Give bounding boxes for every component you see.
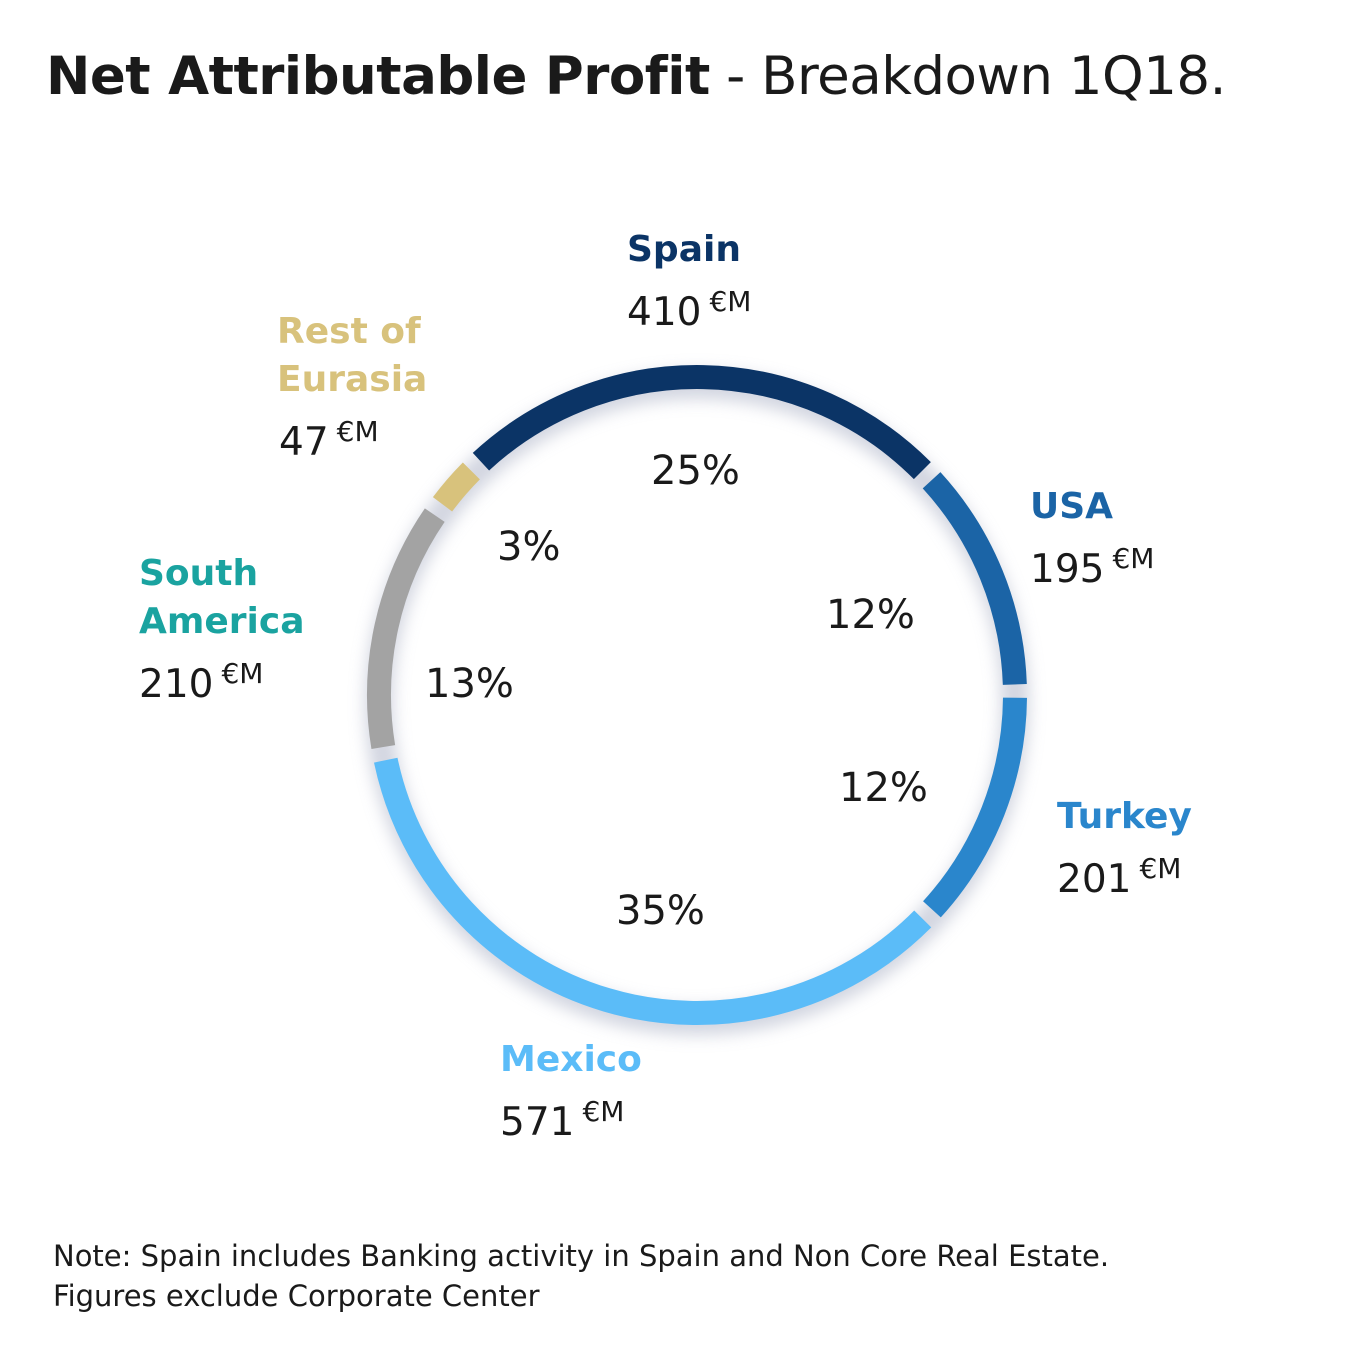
label-eurasia-unit: €M [336,415,379,448]
pct-mexico: 35% [616,888,705,934]
label-spain-name: Spain [627,229,741,270]
label-turkey-number: 201 [1057,857,1132,902]
ring-segment-south_am [367,508,445,750]
label-spain-value: 410 €M [627,285,752,335]
label-mexico-unit: €M [582,1095,625,1128]
ring-segment-eurasia [432,462,480,512]
label-usa: USA 195 €M [1030,483,1154,589]
label-turkey-value: 201 €M [1057,852,1192,902]
label-turkey: Turkey 201 €M [1057,793,1192,899]
pct-south-america: 13% [425,661,514,707]
footnote-line-1: Note: Spain includes Banking activity in… [53,1239,1110,1273]
label-spain: Spain 410 €M [627,226,751,332]
footnote-line-2: Figures exclude Corporate Center [53,1279,540,1313]
label-south-america-unit: €M [221,657,264,690]
ring-segment-usa [922,472,1027,685]
label-eurasia-value: 47 €M [279,415,437,465]
label-mexico: Mexico 571 €M [500,1036,642,1142]
footnote: Note: Spain includes Banking activity in… [53,1236,1109,1316]
label-turkey-name: Turkey [1057,796,1192,837]
label-south-america-value: 210 €M [139,657,319,707]
chart-title-bold: Net Attributable Profit [46,46,710,107]
chart-title: Net Attributable Profit - Breakdown 1Q18… [46,50,1226,103]
label-eurasia-number: 47 [279,420,329,465]
label-usa-value: 195 €M [1030,542,1155,592]
ring-segment-turkey [923,697,1027,918]
label-south-america-number: 210 [139,662,214,707]
label-south-america-name: South America [139,553,305,642]
ring-segment-mexico [374,757,932,1025]
pct-turkey: 12% [839,765,928,811]
label-usa-unit: €M [1112,542,1155,575]
label-south-america: South America 210 €M [139,550,319,704]
label-turkey-unit: €M [1139,852,1182,885]
label-mexico-name: Mexico [500,1039,642,1080]
label-usa-name: USA [1030,486,1114,527]
label-spain-unit: €M [709,285,752,318]
pct-spain: 25% [651,448,740,494]
label-mexico-value: 571 €M [500,1095,642,1145]
label-eurasia-name: Rest of Eurasia [277,311,428,400]
label-eurasia: Rest of Eurasia 47 €M [277,308,437,462]
label-mexico-number: 571 [500,1100,575,1145]
pct-eurasia: 3% [497,524,561,570]
ring-segment-spain [472,365,931,480]
chart-title-light: - Breakdown 1Q18. [726,46,1226,107]
label-usa-number: 195 [1030,547,1105,592]
pct-usa: 12% [826,592,915,638]
label-spain-number: 410 [627,290,702,335]
